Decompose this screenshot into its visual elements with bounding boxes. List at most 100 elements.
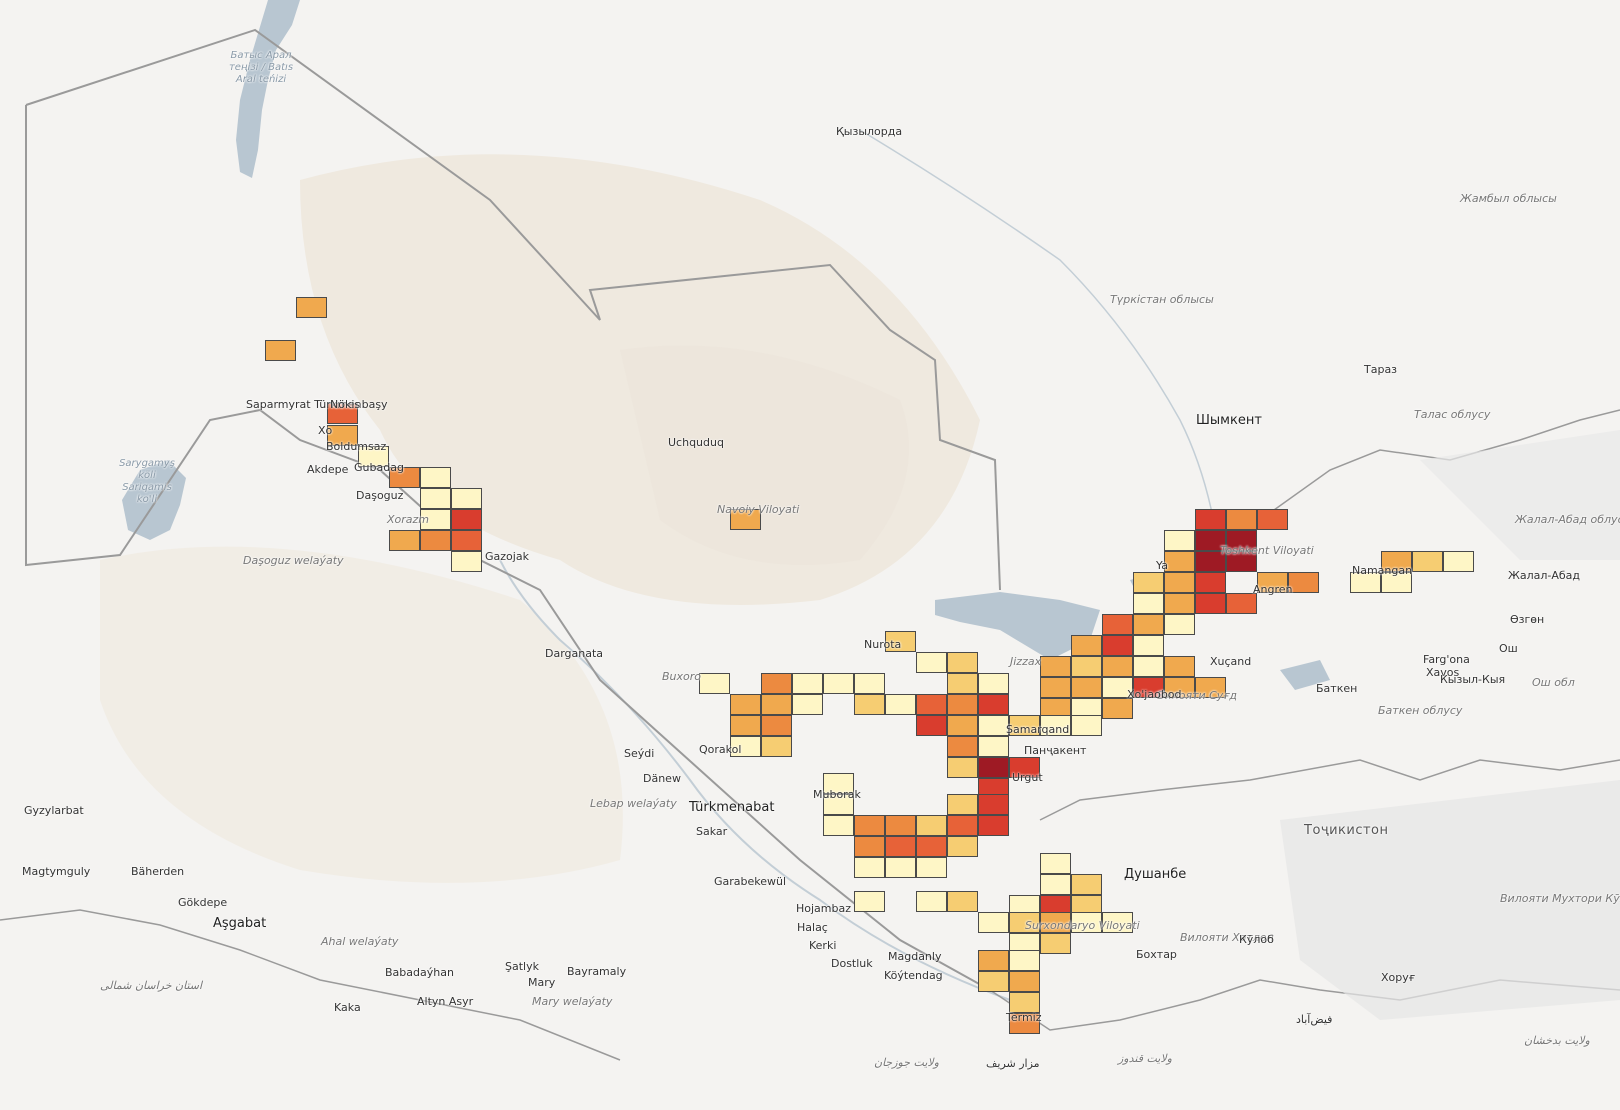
heatmap-cell[interactable]	[420, 530, 451, 551]
heatmap-cell[interactable]	[1071, 656, 1102, 677]
heatmap-cell[interactable]	[978, 794, 1009, 815]
heatmap-cell[interactable]	[916, 891, 947, 912]
heatmap-cell[interactable]	[1257, 509, 1288, 530]
heatmap-cell[interactable]	[978, 971, 1009, 992]
heatmap-cell[interactable]	[389, 467, 420, 488]
heatmap-cell[interactable]	[854, 673, 885, 694]
heatmap-cell[interactable]	[761, 673, 792, 694]
heatmap-cell[interactable]	[1071, 874, 1102, 895]
heatmap-cell[interactable]	[978, 673, 1009, 694]
heatmap-cell[interactable]	[761, 736, 792, 757]
heatmap-cell[interactable]	[1412, 551, 1443, 572]
heatmap-cell[interactable]	[792, 694, 823, 715]
heatmap-cell[interactable]	[1164, 656, 1195, 677]
heatmap-cell[interactable]	[730, 715, 761, 736]
heatmap-cell[interactable]	[420, 509, 451, 530]
heatmap-cell[interactable]	[1133, 656, 1164, 677]
heatmap-cell[interactable]	[1133, 635, 1164, 656]
heatmap-cell[interactable]	[1009, 757, 1040, 778]
heatmap-cell[interactable]	[1133, 593, 1164, 614]
heatmap-cell[interactable]	[1009, 992, 1040, 1013]
heatmap-cell[interactable]	[1164, 677, 1195, 698]
heatmap-cell[interactable]	[978, 736, 1009, 757]
heatmap-cell[interactable]	[947, 836, 978, 857]
heatmap-cell[interactable]	[854, 694, 885, 715]
heatmap-cell[interactable]	[978, 694, 1009, 715]
heatmap-cell[interactable]	[1040, 933, 1071, 954]
heatmap-cell[interactable]	[947, 736, 978, 757]
heatmap-cell[interactable]	[1071, 715, 1102, 736]
heatmap-cell[interactable]	[1350, 572, 1381, 593]
heatmap-cell[interactable]	[1257, 572, 1288, 593]
heatmap-cell[interactable]	[823, 773, 854, 794]
heatmap-cell[interactable]	[916, 836, 947, 857]
heatmap-cell[interactable]	[916, 815, 947, 836]
heatmap-cell[interactable]	[451, 551, 482, 572]
heatmap-cell[interactable]	[1040, 656, 1071, 677]
heatmap-cell[interactable]	[1009, 715, 1040, 736]
heatmap-cell[interactable]	[885, 815, 916, 836]
heatmap-cell[interactable]	[978, 715, 1009, 736]
heatmap-cell[interactable]	[1040, 912, 1071, 933]
heatmap-cell[interactable]	[1009, 950, 1040, 971]
heatmap-cell[interactable]	[1164, 551, 1195, 572]
heatmap-cell[interactable]	[1195, 509, 1226, 530]
heatmap-cell[interactable]	[1195, 551, 1226, 572]
heatmap-cell[interactable]	[947, 652, 978, 673]
heatmap-cell[interactable]	[792, 673, 823, 694]
heatmap-cell[interactable]	[1009, 1013, 1040, 1034]
heatmap-cell[interactable]	[885, 836, 916, 857]
heatmap-cell[interactable]	[947, 757, 978, 778]
heatmap-cell[interactable]	[761, 715, 792, 736]
heatmap-cell[interactable]	[1164, 530, 1195, 551]
heatmap-cell[interactable]	[947, 694, 978, 715]
heatmap-cell[interactable]	[730, 694, 761, 715]
heatmap-cell[interactable]	[1102, 635, 1133, 656]
heatmap-cell[interactable]	[854, 815, 885, 836]
heatmap-cell[interactable]	[1226, 509, 1257, 530]
heatmap-cell[interactable]	[451, 509, 482, 530]
heatmap-cell[interactable]	[916, 715, 947, 736]
heatmap-cell[interactable]	[1040, 874, 1071, 895]
heatmap-cell[interactable]	[1164, 572, 1195, 593]
heatmap-cell[interactable]	[854, 857, 885, 878]
heatmap-cell[interactable]	[1040, 715, 1071, 736]
heatmap-cell[interactable]	[854, 836, 885, 857]
heatmap-cell[interactable]	[358, 446, 389, 467]
heatmap-cell[interactable]	[1164, 593, 1195, 614]
heatmap-cell[interactable]	[1009, 971, 1040, 992]
heatmap-cell[interactable]	[420, 467, 451, 488]
heatmap-cell[interactable]	[1133, 614, 1164, 635]
heatmap-cell[interactable]	[947, 815, 978, 836]
heatmap-cell[interactable]	[978, 950, 1009, 971]
heatmap-cell[interactable]	[885, 857, 916, 878]
heatmap-cell[interactable]	[420, 488, 451, 509]
heatmap-cell[interactable]	[1381, 572, 1412, 593]
heatmap-cell[interactable]	[451, 530, 482, 551]
heatmap-cell[interactable]	[978, 815, 1009, 836]
heatmap-cell[interactable]	[730, 736, 761, 757]
heatmap-cell[interactable]	[885, 631, 916, 652]
heatmap-cell[interactable]	[1009, 912, 1040, 933]
heatmap-cell[interactable]	[1102, 698, 1133, 719]
heatmap-cell[interactable]	[947, 673, 978, 694]
heatmap-cell[interactable]	[947, 715, 978, 736]
heatmap-cell[interactable]	[1133, 572, 1164, 593]
heatmap-cell[interactable]	[823, 794, 854, 815]
heatmap-cell[interactable]	[1195, 572, 1226, 593]
heatmap-cell[interactable]	[265, 340, 296, 361]
heatmap-cell[interactable]	[916, 857, 947, 878]
heatmap-cell[interactable]	[916, 694, 947, 715]
heatmap-cell[interactable]	[1164, 614, 1195, 635]
heatmap-cell[interactable]	[761, 694, 792, 715]
heatmap-cell[interactable]	[823, 673, 854, 694]
heatmap-cell[interactable]	[1226, 593, 1257, 614]
heatmap-cell[interactable]	[978, 757, 1009, 778]
heatmap-cell[interactable]	[327, 403, 358, 424]
heatmap-cell[interactable]	[296, 297, 327, 318]
heatmap-cell[interactable]	[451, 488, 482, 509]
heatmap-cell[interactable]	[823, 815, 854, 836]
heatmap-cell[interactable]	[730, 509, 761, 530]
heatmap-cell[interactable]	[1133, 677, 1164, 698]
